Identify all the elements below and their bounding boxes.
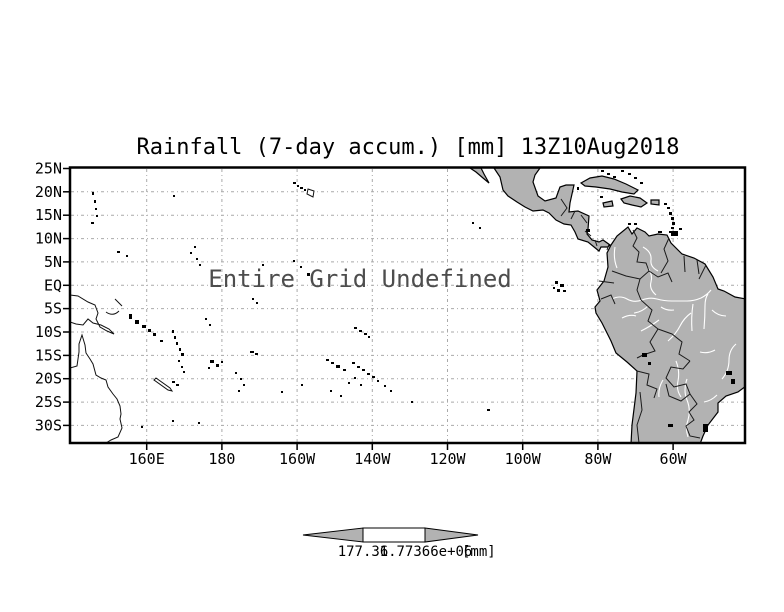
lon-tick-label: 100W: [505, 450, 542, 468]
lon-tick-label: 120W: [429, 450, 466, 468]
lat-tick-label: 5S: [44, 300, 62, 318]
colorbar-max-label: 1.77366e+06: [380, 544, 473, 560]
new-britain-coastline: [105, 310, 120, 315]
map-area: Entire Grid Undefined: [70, 167, 745, 444]
colorbar-min-label: 177.36: [338, 544, 389, 560]
new-caledonia-coastline: [153, 377, 174, 392]
colorbar-right-arrow: [424, 527, 479, 543]
lat-tick-label: 10N: [35, 230, 62, 248]
country-borders: [560, 198, 707, 444]
cuba-island: [579, 175, 640, 195]
lon-tick-label: 140W: [354, 450, 391, 468]
axis-ticks: [63, 167, 674, 450]
lake-marks: [586, 229, 735, 432]
south-america-landmass: [594, 226, 745, 444]
lon-tick-label: 80W: [584, 450, 612, 468]
longitude-axis-labels: 160E 180 160W 140W 120W 100W 80W 60W: [129, 450, 688, 468]
plot-title: Rainfall (7-day accum.) [mm] 13Z10Aug201…: [136, 135, 679, 160]
lat-tick-label: 20S: [35, 370, 62, 388]
lon-tick-label: 160W: [279, 450, 316, 468]
new-ireland-coastline: [114, 298, 123, 307]
lat-tick-label: 15S: [35, 346, 62, 364]
grid-undefined-message: Entire Grid Undefined: [208, 265, 511, 293]
colorbar-left-arrow: [302, 527, 364, 543]
lat-tick-label: 5N: [44, 253, 62, 271]
lat-tick-label: 30S: [35, 416, 62, 434]
map-frame: [68, 166, 747, 445]
filled-landmasses: [468, 167, 745, 444]
baja-california-tip: [468, 167, 490, 184]
lat-tick-label: EQ: [44, 276, 62, 294]
lat-tick-label: 15N: [35, 206, 62, 224]
outline-coastlines: [70, 188, 315, 444]
australia-coastline: [70, 333, 123, 444]
island-specks: [91, 170, 682, 428]
lat-tick-label: 25N: [35, 160, 62, 178]
lat-tick-label: 10S: [35, 323, 62, 341]
hawaii-big-island-coastline: [306, 188, 315, 198]
lon-tick-label: 180: [208, 450, 235, 468]
lon-tick-label: 60W: [660, 450, 688, 468]
colorbar-units-label: [mm]: [462, 544, 496, 560]
jamaica-island: [602, 200, 614, 208]
lon-tick-label: 160E: [129, 450, 165, 468]
central-america-mexico-landmass: [492, 167, 611, 252]
new-guinea-coastline: [70, 294, 115, 335]
lat-tick-label: 20N: [35, 183, 62, 201]
hispaniola-island: [620, 195, 649, 208]
lat-tick-label: 25S: [35, 393, 62, 411]
puerto-rico-island: [650, 199, 660, 206]
colorbar-middle-segment: [362, 527, 426, 543]
colorbar: 177.36 1.77366e+06 [mm]: [302, 527, 496, 560]
latitude-axis-labels: 25N 20N 15N 10N 5N EQ 5S 10S 15S 20S 25S…: [35, 160, 62, 435]
